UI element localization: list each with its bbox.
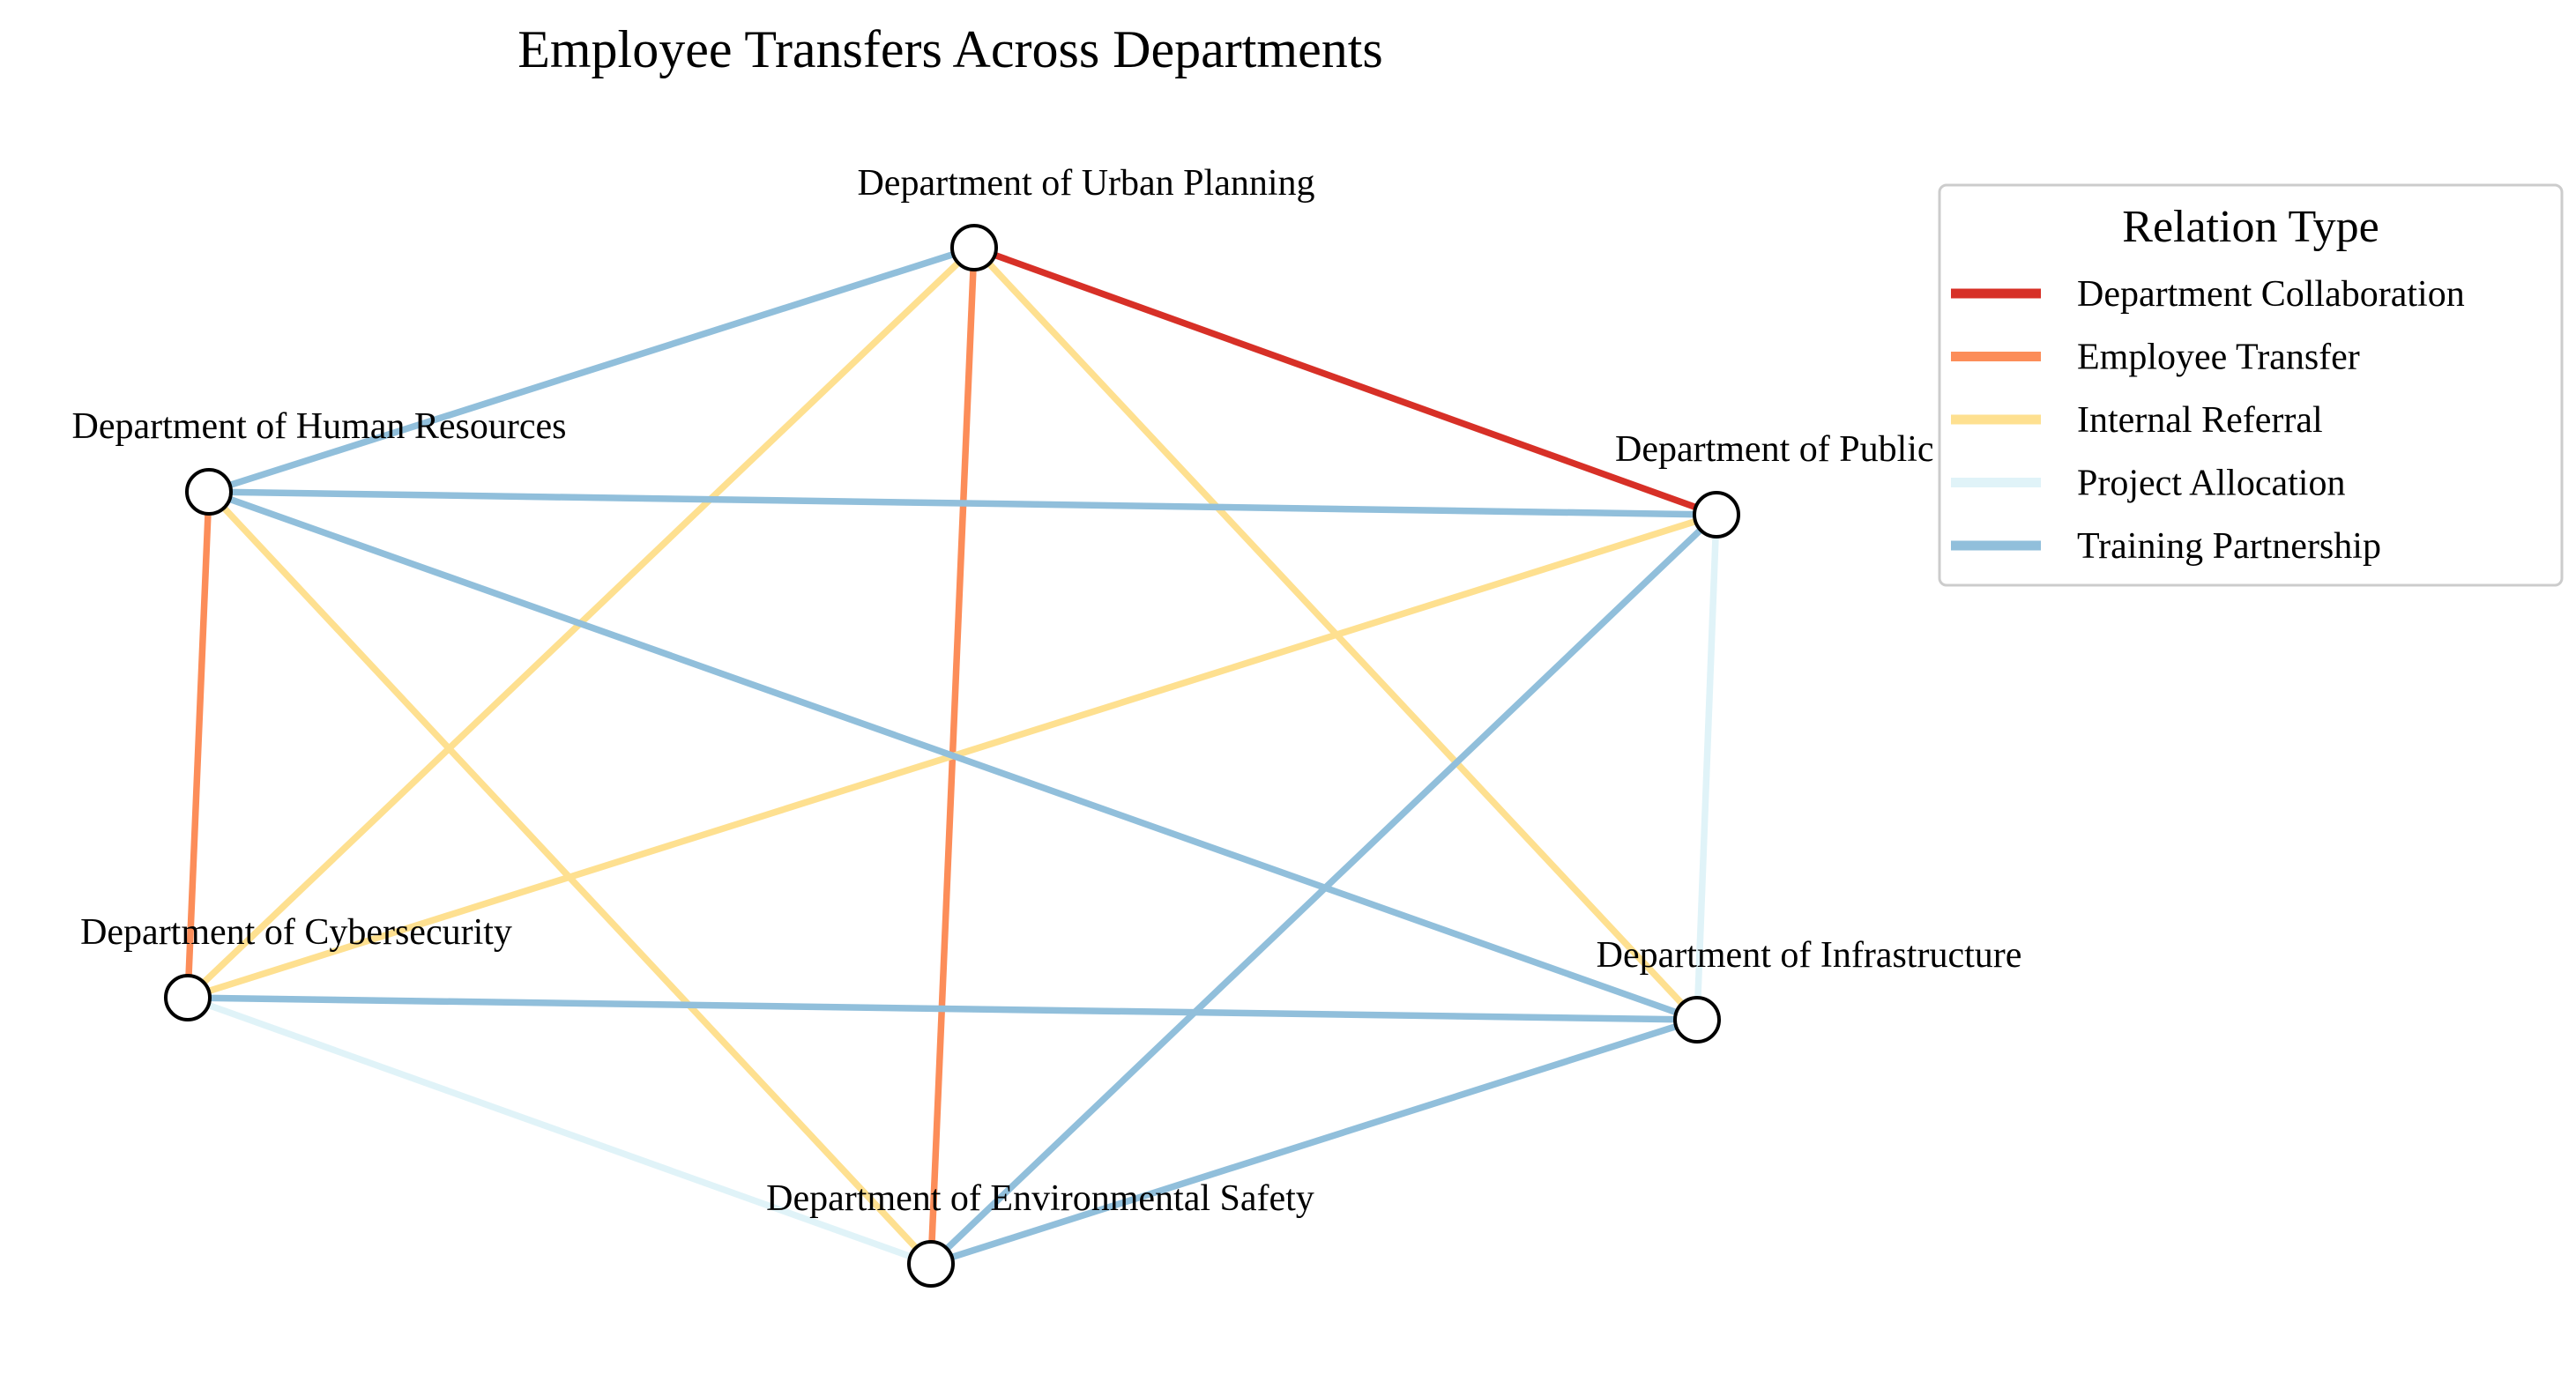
legend-item: Employee Transfer [1951, 338, 2360, 378]
legend-item: Internal Referral [1951, 400, 2323, 441]
edge-env-infra [929, 1016, 1699, 1267]
edge-hr-infra [207, 488, 1699, 1023]
node-label-urban: Department of Urban Planning [857, 163, 1314, 204]
diagram-title: Employee Transfers Across Departments [517, 20, 1383, 78]
edge-health-env [928, 512, 1719, 1266]
legend-item: Department Collaboration [1951, 274, 2465, 315]
legend-item: Project Allocation [1951, 464, 2345, 504]
node-infra[interactable] [1673, 996, 1721, 1044]
edges-layer [184, 244, 1720, 1267]
legend-label: Training Partnership [2077, 526, 2381, 567]
node-label-cyber: Department of Cybersecurity [80, 912, 512, 953]
edge-urban-health [972, 244, 1718, 518]
labels-layer: Department of Urban Planning Department o… [72, 163, 2043, 1219]
node-label-hr: Department of Human Resources [72, 406, 567, 447]
edge-hr-cyber [184, 491, 212, 999]
node-cyber[interactable] [164, 974, 212, 1021]
node-hr[interactable] [185, 468, 233, 516]
node-health[interactable] [1693, 491, 1740, 539]
edge-urban-hr [207, 244, 976, 495]
legend-box [1938, 183, 2564, 587]
legend-item: Training Partnership [1951, 526, 2381, 567]
nodes-layer [164, 224, 1740, 1288]
legend-items: Department Collaboration Employee Transfe… [1951, 274, 2465, 567]
edge-health-infra [1694, 514, 1720, 1021]
legend-label: Department Collaboration [2077, 274, 2465, 315]
edge-cyber-infra [187, 994, 1698, 1023]
edge-cyber-env [186, 994, 933, 1267]
legend: Relation Type Department Collaboration Em… [1938, 183, 2564, 587]
legend-label: Employee Transfer [2077, 338, 2360, 378]
legend-title: Relation Type [2122, 202, 2379, 252]
legend-label: Project Allocation [2077, 464, 2345, 504]
legend-label: Internal Referral [2077, 400, 2323, 441]
node-label-env: Department of Environmental Safety [766, 1178, 1314, 1219]
node-urban[interactable] [950, 224, 998, 271]
edge-hr-health [208, 488, 1717, 518]
node-env[interactable] [907, 1240, 955, 1288]
node-label-infra: Department of Infrastructure [1597, 935, 2022, 976]
